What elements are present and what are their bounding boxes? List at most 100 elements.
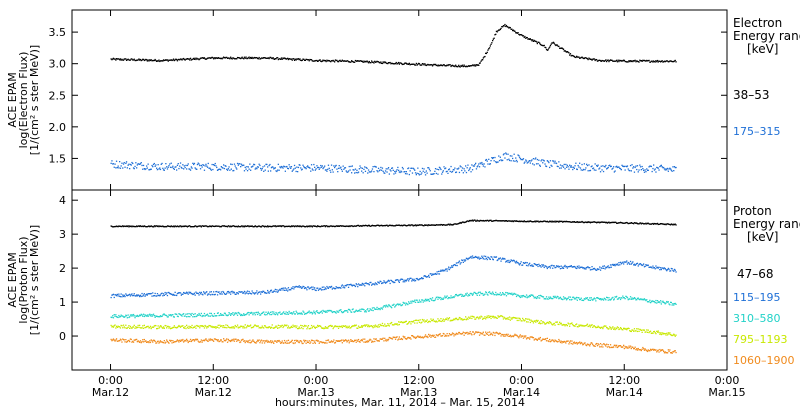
proton-point [645,222,647,224]
electron-point [133,58,135,60]
proton-point [206,291,208,293]
proton-point [450,334,452,336]
proton-point [599,298,601,300]
proton-point [125,315,128,317]
electron-point [440,64,442,66]
proton-point [162,342,165,344]
electron-point [388,173,390,175]
electron-point [607,166,609,169]
proton-point [495,316,497,319]
proton-point [633,222,636,224]
electron-point [602,60,604,62]
proton-point [522,294,525,297]
proton-point [163,327,165,329]
electron-point [300,169,303,171]
electron-point [614,60,616,62]
electron-point [175,58,177,60]
proton-point [453,318,455,320]
proton-ytick-label: 1 [59,296,66,309]
electron-point [655,60,657,62]
electron-point [455,171,458,173]
proton-point [277,340,279,342]
electron-point [591,165,593,167]
electron-point [490,43,492,45]
electron-point [668,168,670,170]
proton-point [148,293,150,295]
proton-point [196,325,199,327]
proton-point [499,332,501,335]
proton-point [114,324,116,326]
electron-point [566,164,568,166]
proton-point [623,327,625,330]
electron-point [305,168,307,170]
proton-point [616,264,618,266]
proton-point [398,224,400,226]
electron-point [272,57,274,59]
proton-point [475,256,478,258]
proton-point [121,325,123,327]
proton-point [662,300,664,302]
proton-point [557,296,559,298]
proton-point [543,266,545,269]
proton-point [361,308,363,310]
proton-point [545,296,548,298]
proton-point [246,292,248,294]
proton-point [303,324,306,327]
proton-point [223,312,226,314]
electron-point [564,50,566,52]
electron-point [177,163,179,165]
electron-point [426,172,428,174]
proton-point [129,314,132,316]
proton-ytick-label: 4 [59,194,66,207]
proton-point [639,222,641,224]
proton-point [623,297,625,299]
proton-point [323,225,325,227]
proton-point [372,341,374,343]
electron-point [666,60,669,62]
proton-point [348,308,350,311]
proton-point [446,224,448,226]
electron-point [155,59,157,62]
proton-point [616,326,619,328]
proton-point [674,302,676,305]
electron-point [198,163,200,165]
proton-point [614,265,616,267]
electron-point [157,60,159,62]
electron-point [307,165,309,167]
proton-point [466,257,468,260]
proton-point [223,293,226,295]
proton-point [502,292,504,294]
proton-point [152,313,155,315]
electron-point [408,62,410,64]
proton-point [456,294,458,297]
proton-point [511,318,513,320]
electron-point [358,168,360,170]
proton-point [522,295,524,297]
electron-point [320,164,322,167]
electron-point [188,168,190,170]
electron-point [368,60,370,63]
proton-point [648,223,650,225]
proton-point [151,326,153,328]
proton-point [629,263,631,265]
proton-point [110,324,112,327]
proton-point [290,226,292,228]
electron-point [395,170,397,172]
electron-point [209,168,212,170]
electron-point [456,168,458,170]
proton-point [533,297,535,299]
proton-point [221,293,223,295]
electron-point [428,168,431,170]
proton-point [347,286,350,288]
proton-point [563,324,565,326]
proton-point [421,224,424,226]
electron-point [209,57,212,59]
proton-point [209,312,211,314]
proton-point [233,326,235,328]
proton-point [384,281,386,283]
proton-point [448,318,450,320]
proton-point [156,340,159,343]
electron-point [158,168,160,170]
proton-point [263,340,265,342]
electron-point [146,165,148,167]
